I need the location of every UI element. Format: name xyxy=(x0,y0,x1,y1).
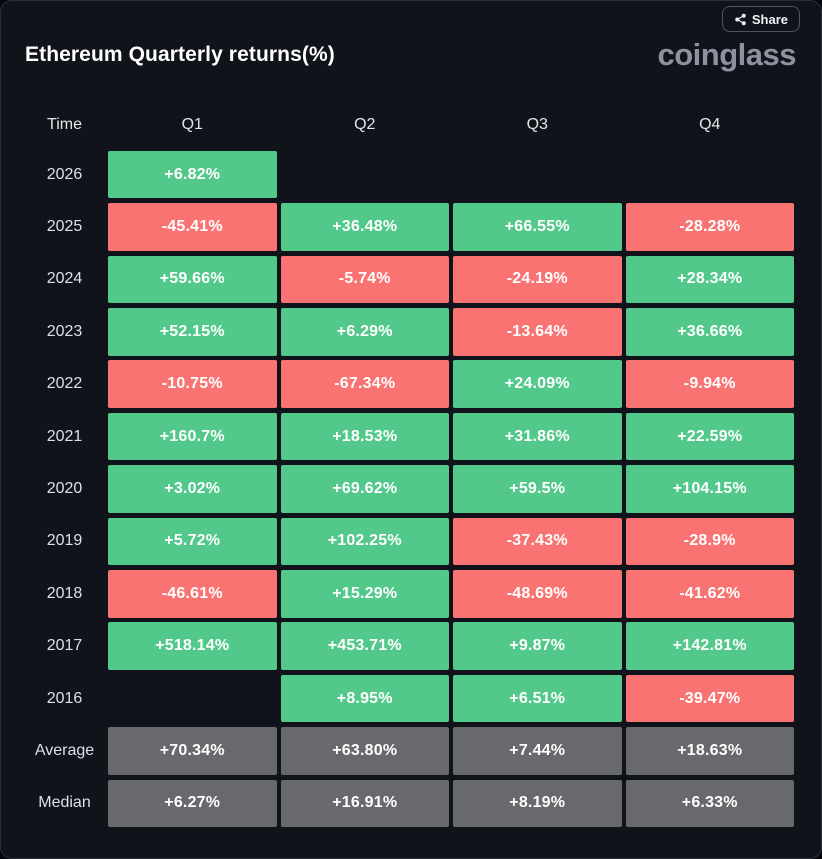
row-label-2023: 2023 xyxy=(46,322,83,340)
share-button-label: Share xyxy=(751,11,788,27)
cell-2022-q3: +24.09% xyxy=(453,360,622,408)
cell-2016-q2: +8.95% xyxy=(280,674,449,723)
cell-2024-q4: +28.34% xyxy=(625,255,794,304)
cell-median-q2: +16.91% xyxy=(280,779,449,828)
returns-table: Time Q1 Q2 Q3 Q4 2026 +6.82% 2025 -45.41% +36.48%… xyxy=(25,103,795,828)
cell-2021-q1: +160.7% xyxy=(108,412,277,461)
cell-2025-q1: -45.41% xyxy=(108,203,277,251)
cell-2023-q4: +36.66% xyxy=(625,308,794,356)
cell-median-q3: +8.19% xyxy=(453,779,622,828)
cell-2019-q1: +5.72% xyxy=(108,517,277,566)
row-label-2016: 2016 xyxy=(46,689,83,707)
col-header-q2: Q2 xyxy=(354,115,376,133)
cell-2017-q2: +453.71% xyxy=(280,622,449,670)
col-header-q4: Q4 xyxy=(699,115,721,133)
cell-2019-q4: -28.9% xyxy=(625,517,794,566)
cell-2016-q4: -39.47% xyxy=(625,674,794,723)
cell-2026-q2 xyxy=(281,151,450,199)
cell-2019-q3: -37.43% xyxy=(453,517,622,566)
row-label-2024: 2024 xyxy=(46,270,83,288)
cell-2019-q2: +102.25% xyxy=(280,517,449,566)
row-label-2021: 2021 xyxy=(46,427,83,445)
col-header-q1: Q1 xyxy=(181,115,203,133)
col-header-time: Time xyxy=(47,115,82,133)
row-label-2020: 2020 xyxy=(46,479,83,497)
cell-2017-q1: +518.14% xyxy=(108,622,277,670)
cell-2021-q4: +22.59% xyxy=(625,412,794,461)
cell-average-q1: +70.34% xyxy=(108,727,277,775)
cell-2020-q2: +69.62% xyxy=(280,465,449,513)
cell-2026-q3 xyxy=(453,151,622,199)
cell-2016-q3: +6.51% xyxy=(453,674,622,723)
cell-2025-q4: -28.28% xyxy=(625,203,794,251)
cell-2022-q1: -10.75% xyxy=(108,360,277,408)
share-bar: Share xyxy=(1,1,821,32)
row-label-2018: 2018 xyxy=(46,584,83,602)
col-header-q3: Q3 xyxy=(526,115,548,133)
coinglass-logo: coinglass xyxy=(657,36,797,72)
cell-2018-q2: +15.29% xyxy=(280,570,449,618)
cell-2026-q4 xyxy=(626,151,795,199)
cell-2025-q2: +36.48% xyxy=(280,203,449,251)
cell-2017-q3: +9.87% xyxy=(453,622,622,670)
cell-2026-q1: +6.82% xyxy=(108,150,277,199)
cell-2021-q2: +18.53% xyxy=(280,412,449,461)
cell-2023-q1: +52.15% xyxy=(108,308,277,356)
cell-2020-q4: +104.15% xyxy=(625,465,794,513)
page-title: Ethereum Quarterly returns(%) xyxy=(25,42,335,66)
cell-2017-q4: +142.81% xyxy=(625,622,794,670)
cell-2020-q1: +3.02% xyxy=(108,465,277,513)
row-label-median: Median xyxy=(38,794,91,812)
row-label-2022: 2022 xyxy=(46,375,83,393)
cell-2021-q3: +31.86% xyxy=(453,412,622,461)
cell-2022-q4: -9.94% xyxy=(625,360,794,408)
cell-2016-q1 xyxy=(108,675,277,723)
row-label-2019: 2019 xyxy=(46,532,83,550)
row-label-2025: 2025 xyxy=(46,218,83,236)
cell-2024-q3: -24.19% xyxy=(453,255,622,304)
row-label-2017: 2017 xyxy=(46,637,83,655)
row-label-average: Average xyxy=(34,741,95,759)
cell-2025-q3: +66.55% xyxy=(453,203,622,251)
cell-2020-q3: +59.5% xyxy=(453,465,622,513)
cell-2024-q2: -5.74% xyxy=(280,255,449,304)
cell-2023-q3: -13.64% xyxy=(453,308,622,356)
cell-median-q4: +6.33% xyxy=(625,779,794,828)
title-bar: Ethereum Quarterly returns(%) coinglass xyxy=(1,32,821,77)
cell-2018-q4: -41.62% xyxy=(625,570,794,618)
cell-average-q2: +63.80% xyxy=(280,727,449,775)
cell-2024-q1: +59.66% xyxy=(108,255,277,304)
share-icon xyxy=(734,13,747,26)
cell-2018-q1: -46.61% xyxy=(108,570,277,618)
cell-2018-q3: -48.69% xyxy=(453,570,622,618)
cell-2023-q2: +6.29% xyxy=(280,308,449,356)
cell-average-q4: +18.63% xyxy=(625,727,794,775)
cell-2022-q2: -67.34% xyxy=(280,360,449,408)
cell-median-q1: +6.27% xyxy=(108,779,277,828)
row-label-2026: 2026 xyxy=(46,165,83,183)
share-button[interactable]: Share xyxy=(721,6,800,32)
cell-average-q3: +7.44% xyxy=(453,727,622,775)
